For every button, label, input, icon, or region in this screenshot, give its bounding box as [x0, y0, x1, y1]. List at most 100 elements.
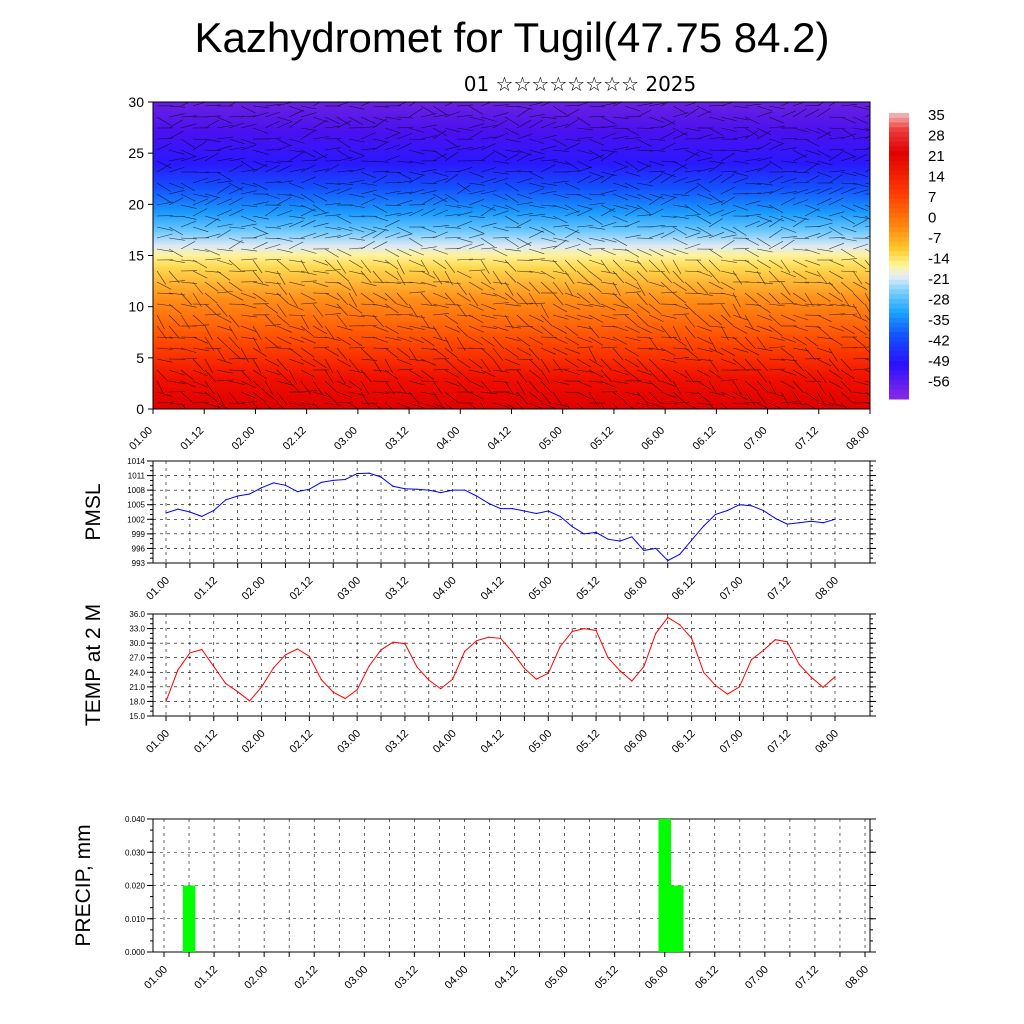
wind-barb — [708, 402, 714, 409]
wind-barb — [348, 402, 359, 409]
wind-barb — [636, 127, 654, 129]
wind-barb — [504, 270, 517, 283]
wind-barb — [276, 303, 287, 318]
wind-barb — [780, 137, 798, 140]
colorbar-band — [889, 351, 909, 357]
wind-barb — [552, 215, 568, 224]
wind-barb — [600, 259, 611, 274]
wind-barb — [408, 127, 425, 133]
wind-barb — [312, 391, 329, 397]
wind-barb — [756, 303, 771, 314]
x-tick-label: 05.12 — [574, 728, 602, 756]
wind-barb — [528, 248, 545, 255]
data-point — [464, 489, 466, 491]
wind-barb — [348, 116, 364, 126]
wind-barb — [372, 142, 388, 151]
precip-bar — [182, 885, 196, 952]
wind-barb — [588, 171, 605, 178]
wind-barb — [396, 402, 413, 409]
colorbar-band — [889, 174, 909, 181]
wind-barb — [432, 209, 448, 217]
wind-barb — [300, 390, 317, 393]
wind-barb — [516, 133, 533, 140]
wind-barb — [732, 292, 741, 308]
colorbar-band — [889, 256, 909, 262]
wind-barb — [756, 142, 772, 151]
wind-barb — [660, 325, 672, 339]
wind-barb — [420, 135, 437, 140]
wind-barb — [600, 116, 616, 125]
wind-barb — [348, 281, 357, 297]
wind-barb — [528, 391, 542, 403]
wind-barb — [300, 149, 316, 158]
wind-barb — [264, 226, 281, 229]
wind-barb — [444, 173, 459, 184]
wind-barb — [612, 193, 629, 201]
wind-barb — [816, 336, 833, 340]
wind-barb — [852, 219, 868, 228]
wind-barb — [216, 314, 232, 323]
wind-barb — [660, 193, 677, 198]
wind-barb — [780, 191, 797, 195]
wind-barb — [492, 132, 509, 140]
wind-barb — [552, 368, 570, 371]
data-point — [428, 489, 430, 491]
chart-title: Kazhydromet for Tugil(47.75 84.2) — [194, 14, 830, 61]
wind-barb — [768, 240, 784, 250]
wind-barb — [288, 358, 305, 365]
wind-barb — [468, 199, 485, 206]
wind-barb — [324, 226, 341, 230]
wind-barb — [588, 149, 603, 159]
data-point — [547, 672, 549, 674]
wind-barb — [348, 292, 358, 308]
wind-barb — [264, 292, 281, 296]
colorbar-band — [889, 394, 909, 400]
colorbar-label: -14 — [928, 251, 950, 268]
wind-barb — [312, 212, 329, 217]
data-point — [261, 686, 263, 688]
wind-barb — [864, 347, 870, 354]
wind-barb — [612, 259, 625, 272]
data-point — [189, 511, 191, 513]
wind-barb — [444, 145, 461, 151]
wind-barb — [720, 127, 737, 132]
wind-barb — [240, 314, 257, 318]
wind-barb — [444, 336, 453, 352]
wind-barb — [576, 127, 593, 131]
wind-barb — [660, 116, 676, 125]
wind-barb — [744, 220, 760, 228]
wind-barb — [852, 346, 870, 349]
wind-barb — [840, 133, 857, 140]
colorbar-band — [889, 289, 909, 295]
wind-barb — [804, 175, 820, 184]
data-point — [738, 686, 741, 688]
wind-barb — [456, 184, 471, 195]
wind-barb — [672, 193, 689, 197]
wind-barb — [444, 358, 458, 371]
wind-barb — [564, 336, 579, 346]
wind-barb — [204, 196, 220, 206]
wind-barb — [576, 225, 593, 228]
wind-barb — [828, 380, 844, 390]
heatmap-field — [153, 102, 870, 409]
wind-barb — [696, 270, 713, 277]
colorbar-band — [889, 313, 909, 319]
colorbar-band — [889, 251, 909, 257]
wind-barb — [588, 226, 605, 230]
wind-barb — [648, 369, 661, 382]
wind-barb — [840, 325, 855, 335]
wind-barb — [756, 127, 772, 136]
wind-barb — [300, 336, 316, 344]
wind-barb — [564, 138, 581, 142]
wind-barb — [840, 187, 856, 195]
colorbar-band — [889, 217, 909, 224]
colorbar-band — [889, 208, 909, 214]
wind-barb — [780, 314, 796, 322]
wind-barb — [744, 358, 756, 372]
wind-barb — [864, 303, 870, 314]
wind-barb — [612, 303, 629, 309]
wind-barb — [624, 347, 639, 357]
wind-barb — [684, 169, 701, 173]
wind-barb — [324, 391, 337, 404]
wind-barb — [612, 225, 630, 228]
